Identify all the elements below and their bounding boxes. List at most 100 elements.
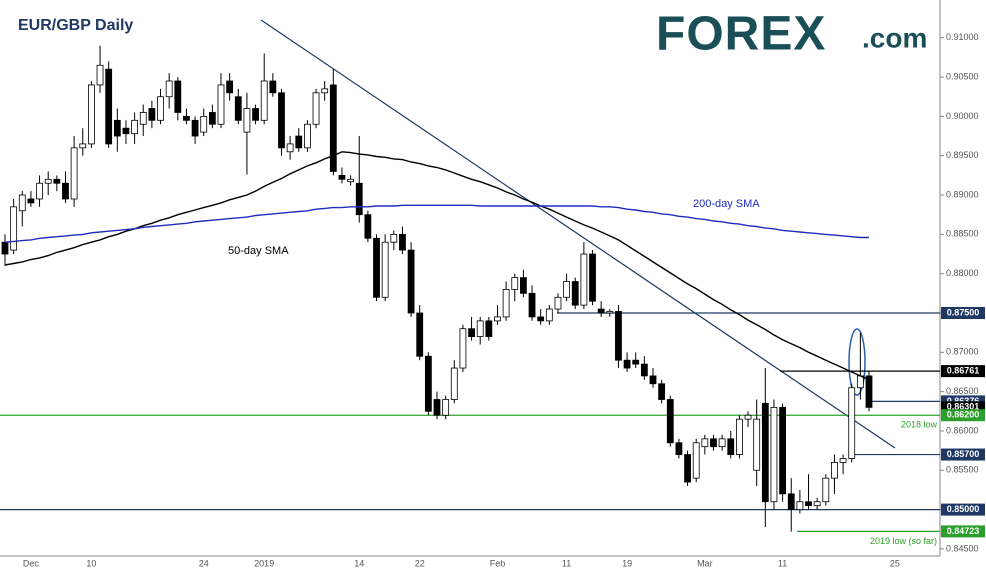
chart-title: EUR/GBP Daily <box>18 17 133 34</box>
candle-body <box>494 316 501 322</box>
y-tick-label: 0.86500 <box>946 386 979 396</box>
candle-body <box>174 80 182 113</box>
candle-body <box>252 108 259 121</box>
x-tick-label: 19 <box>622 558 632 568</box>
candle-body <box>10 206 18 251</box>
y-tick-label: 0.91000 <box>946 32 979 42</box>
candle-body <box>208 112 216 125</box>
highlight-ellipse <box>848 328 866 396</box>
y-tick-label: 0.90000 <box>946 111 979 121</box>
candle-body <box>606 311 614 314</box>
candle-body <box>753 418 761 471</box>
candle-body <box>424 355 432 412</box>
candle-body <box>27 198 35 204</box>
candle-body <box>831 462 838 479</box>
candle-body <box>88 84 95 145</box>
candle-body <box>589 253 596 302</box>
candle-body <box>122 127 130 135</box>
candle-body <box>407 249 415 314</box>
candle-body <box>718 438 726 448</box>
candle-body <box>520 277 527 294</box>
candle-body <box>1 241 9 255</box>
level-label: 0.85000 <box>947 504 980 514</box>
x-tick-label: 2019 <box>254 558 274 568</box>
candle-body <box>18 194 26 212</box>
candle-body <box>744 414 752 420</box>
candle-body <box>805 501 812 507</box>
candle-body <box>597 308 605 314</box>
level-label: 0.86200 <box>947 410 980 420</box>
candle-body <box>53 178 61 184</box>
candle-body <box>761 403 769 503</box>
candle-body <box>770 406 778 503</box>
y-tick-label: 0.85500 <box>946 465 979 475</box>
level-label: 0.87500 <box>947 307 980 317</box>
level-label: 0.84723 <box>947 526 980 536</box>
candle-body <box>200 115 208 133</box>
candle-body <box>442 399 450 416</box>
candle-body <box>433 399 441 416</box>
y-tick-label: 0.89500 <box>946 150 979 160</box>
candle-body <box>139 112 147 125</box>
candle-body <box>692 442 700 479</box>
candle-body <box>131 119 139 135</box>
x-tick-label: 22 <box>415 558 425 568</box>
x-tick-label: 14 <box>354 558 364 568</box>
candle-body <box>537 316 545 322</box>
candle-body <box>44 178 52 184</box>
candle-body <box>191 119 199 137</box>
candle-body <box>364 214 372 239</box>
candle-body <box>736 418 743 455</box>
candle-body <box>157 96 164 121</box>
level-label: 0.85700 <box>947 449 980 459</box>
y-tick-label: 0.87000 <box>946 347 979 357</box>
candle-body <box>701 438 709 448</box>
candle-body <box>303 123 311 149</box>
candle-body <box>563 281 570 298</box>
level-label: 0.86376 <box>947 396 980 406</box>
candle-body <box>295 135 303 149</box>
candle-body <box>787 493 795 511</box>
sma-line <box>4 151 870 381</box>
candle-body <box>226 80 234 94</box>
level-label: 0.86761 <box>947 365 980 375</box>
candle-body <box>347 178 355 183</box>
logo-brand: FOREX <box>656 8 826 61</box>
candle-body <box>286 143 294 153</box>
x-tick-label: Feb <box>490 558 506 568</box>
y-tick-label: 0.88500 <box>946 229 979 239</box>
candle-body <box>79 143 87 149</box>
candle-body <box>381 241 389 298</box>
candle-body <box>623 359 631 369</box>
sma-line <box>4 204 869 243</box>
candle-body <box>217 84 225 125</box>
candle-body <box>183 115 190 121</box>
candle-body <box>312 92 320 125</box>
candle-body <box>329 84 337 172</box>
series-label: 50-day SMA <box>228 245 289 257</box>
x-tick-label: 10 <box>86 558 96 568</box>
candle-body <box>554 296 562 310</box>
candle-body <box>373 237 380 298</box>
candle-body <box>243 108 251 133</box>
candle-body <box>796 501 804 511</box>
candle-body <box>666 399 674 444</box>
candle-body <box>684 454 691 483</box>
candle-body <box>649 375 657 385</box>
candle-body <box>511 277 519 290</box>
candle-body <box>485 320 493 337</box>
candle-body <box>148 108 156 121</box>
candle-body <box>727 438 735 455</box>
y-tick-label: 0.89000 <box>946 189 979 199</box>
candle-body <box>113 119 121 137</box>
candle-body <box>70 147 78 200</box>
candle-body <box>390 233 398 243</box>
x-tick-label: 25 <box>890 558 900 568</box>
x-tick-label: 11 <box>562 558 571 568</box>
candle-body <box>459 328 467 369</box>
candle-body <box>528 292 536 318</box>
candle-body <box>813 501 821 507</box>
level-box <box>941 503 985 516</box>
